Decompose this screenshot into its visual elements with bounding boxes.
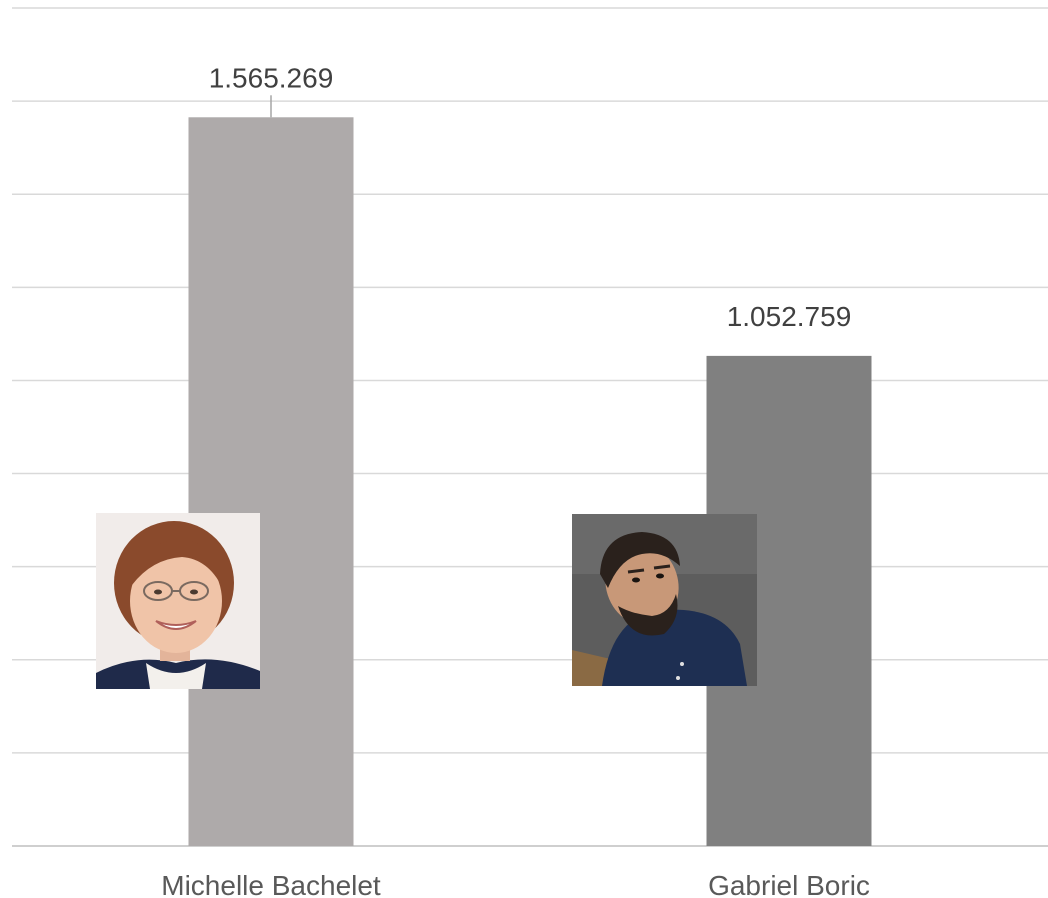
portrait-gabriel-boric (572, 514, 757, 686)
bars (188, 117, 872, 846)
labels: 1.565.269 Michelle Bachelet 1.052.759 Gabri… (161, 62, 870, 898)
category-tick-label: Michelle Bachelet (161, 870, 381, 898)
data-label: 1.565.269 (209, 62, 334, 93)
gridlines (12, 7, 1048, 847)
data-label: 1.052.759 (727, 301, 852, 332)
bar-michelle-bachelet (188, 117, 354, 846)
portrait-michelle-bachelet (96, 513, 260, 689)
category-tick-label: Gabriel Boric (708, 870, 870, 898)
portraits (96, 513, 757, 689)
